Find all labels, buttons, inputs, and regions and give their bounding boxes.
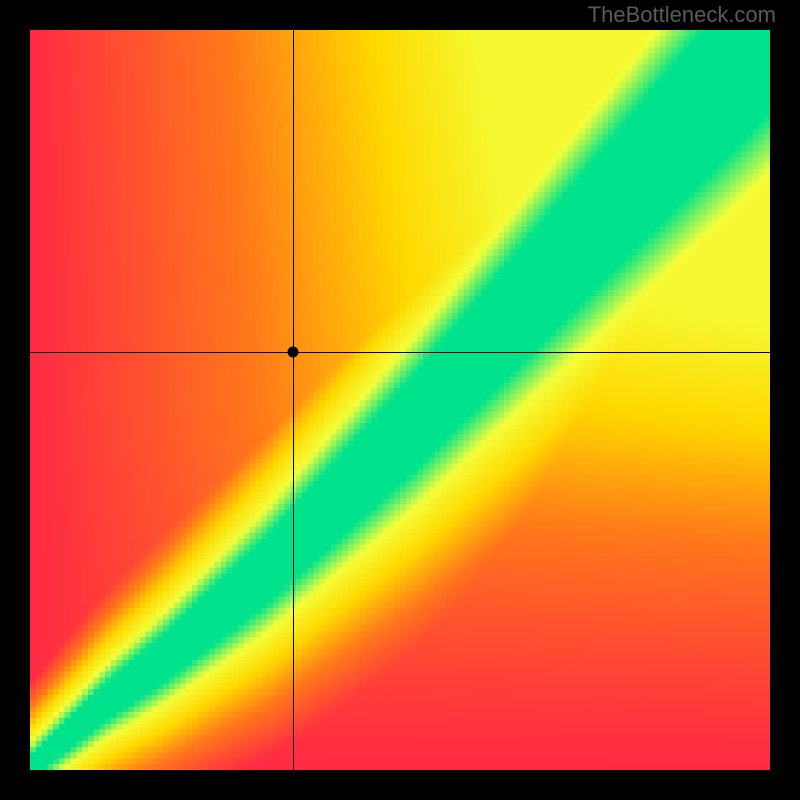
data-point-marker bbox=[287, 346, 298, 357]
chart-frame: TheBottleneck.com bbox=[0, 0, 800, 800]
crosshair-vertical bbox=[293, 30, 294, 770]
crosshair-horizontal bbox=[30, 352, 770, 353]
bottleneck-heatmap bbox=[30, 30, 770, 770]
watermark-text: TheBottleneck.com bbox=[588, 2, 776, 28]
